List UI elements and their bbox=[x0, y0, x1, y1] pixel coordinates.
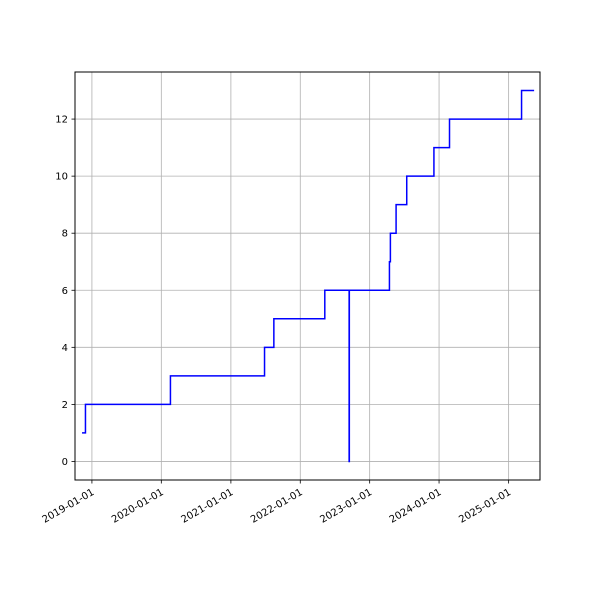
y-tick-label: 4 bbox=[62, 343, 68, 354]
x-tick-label: 2019-01-01 bbox=[41, 487, 97, 526]
y-tick-label: 10 bbox=[55, 172, 68, 183]
series-line bbox=[82, 89, 535, 463]
x-tick-label: 2022-01-01 bbox=[249, 487, 305, 526]
plot-frame bbox=[74, 71, 541, 481]
y-tick-label: 6 bbox=[62, 286, 68, 297]
y-tick-label: 0 bbox=[62, 457, 68, 468]
x-tick-label: 2023-01-01 bbox=[318, 487, 374, 526]
x-tick-label: 2024-01-01 bbox=[388, 487, 444, 526]
series-layer bbox=[82, 89, 535, 463]
x-tick-label: 2021-01-01 bbox=[180, 487, 236, 526]
grid-lines bbox=[75, 72, 540, 480]
x-tick-label: 2025-01-01 bbox=[457, 487, 513, 526]
y-tick-label: 2 bbox=[62, 400, 68, 411]
x-tick-label: 2020-01-01 bbox=[110, 487, 166, 526]
y-tick-label: 8 bbox=[62, 229, 68, 240]
y-tick-label: 12 bbox=[55, 115, 68, 126]
